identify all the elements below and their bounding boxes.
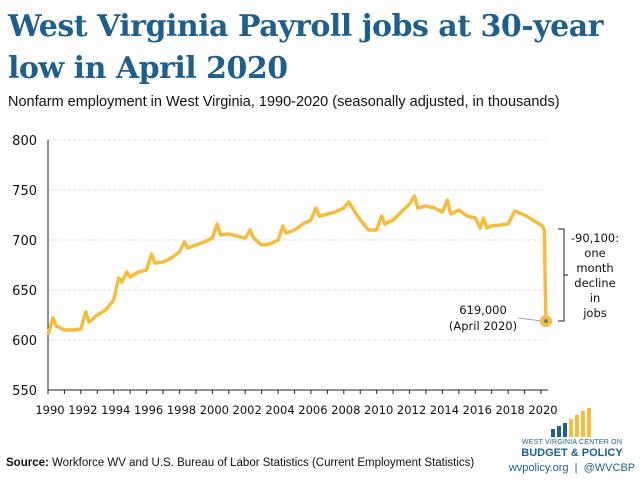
x-tick-label: 2008 <box>331 403 360 417</box>
decline-label-line: in <box>590 291 600 305</box>
x-tick-label: 2006 <box>298 403 327 417</box>
x-tick-label: 2002 <box>233 403 262 417</box>
callout-leader <box>517 317 542 322</box>
x-tick-label: 2018 <box>495 403 524 417</box>
decline-label-line: jobs <box>582 306 607 320</box>
x-tick-label: 1998 <box>167 403 196 417</box>
source-note: Source: Workforce WV and U.S. Bureau of … <box>6 457 474 469</box>
logo-line1: WEST VIRGINIA CENTER ON <box>521 439 623 446</box>
x-tick-label: 2020 <box>528 403 557 417</box>
y-tick-label: 700 <box>12 234 37 249</box>
chart-subtitle: Nonfarm employment in West Virginia, 199… <box>8 94 560 110</box>
april-2020-marker-center <box>543 319 548 323</box>
employment-line <box>46 194 548 336</box>
x-tick-label: 2004 <box>265 403 294 417</box>
y-tick-label: 800 <box>12 134 37 149</box>
x-tick-label: 1996 <box>134 403 163 417</box>
x-tick-label: 2012 <box>397 403 426 417</box>
x-tick-label: 2010 <box>364 403 393 417</box>
y-tick-label: 550 <box>12 384 37 399</box>
wvcbp-logo: WEST VIRGINIA CENTER ON BUDGET & POLICY … <box>505 408 639 478</box>
point-label-value: 619,000 <box>459 303 507 317</box>
x-tick-label: 2016 <box>463 403 492 417</box>
logo-line2: BUDGET & POLICY <box>521 447 623 459</box>
source-text: Workforce WV and U.S. Bureau of Labor St… <box>48 457 475 469</box>
y-tick-label: 650 <box>12 284 37 299</box>
logo-links: wvpolicy.org | @WVCBP <box>508 462 636 474</box>
x-tick-label: 2014 <box>430 403 459 417</box>
decline-label-line: month <box>576 261 613 275</box>
bar-logo-icon <box>551 408 591 437</box>
point-label-date: (April 2020) <box>449 319 517 333</box>
x-tick-label: 1992 <box>68 403 97 417</box>
decline-label-line: decline <box>574 276 615 290</box>
decline-bracket <box>558 228 568 322</box>
x-tick-label: 1990 <box>35 403 64 417</box>
y-tick-label: 600 <box>12 334 37 349</box>
chart-title: West Virginia Payroll jobs at 30-year lo… <box>8 9 604 86</box>
source-label: Source: <box>6 457 49 469</box>
y-tick-label: 750 <box>12 184 37 199</box>
decline-label-line: -90,100: <box>571 231 619 245</box>
decline-label-line: one <box>584 246 605 260</box>
x-tick-label: 1994 <box>101 403 130 417</box>
x-tick-label: 2000 <box>200 403 229 417</box>
